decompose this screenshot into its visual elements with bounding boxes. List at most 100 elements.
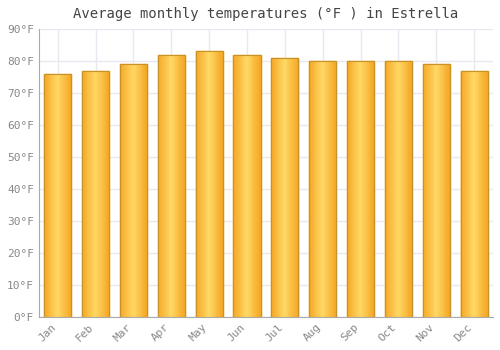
Bar	[166, 55, 167, 317]
Bar	[385, 61, 386, 317]
Bar	[292, 58, 293, 317]
Bar	[214, 51, 216, 317]
Bar	[82, 71, 83, 317]
Bar	[220, 51, 221, 317]
Bar	[402, 61, 403, 317]
Bar	[44, 74, 72, 317]
Bar	[393, 61, 394, 317]
Bar	[258, 55, 259, 317]
Bar	[175, 55, 176, 317]
Bar	[442, 64, 444, 317]
Bar	[60, 74, 62, 317]
Bar	[434, 64, 436, 317]
Bar	[322, 61, 324, 317]
Bar	[160, 55, 162, 317]
Bar	[357, 61, 358, 317]
Bar	[388, 61, 390, 317]
Bar	[256, 55, 257, 317]
Bar	[182, 55, 183, 317]
Bar	[314, 61, 316, 317]
Bar	[127, 64, 128, 317]
Bar	[199, 51, 200, 317]
Bar	[213, 51, 214, 317]
Bar	[465, 71, 466, 317]
Bar	[398, 61, 400, 317]
Bar	[404, 61, 405, 317]
Bar	[249, 55, 250, 317]
Bar	[184, 55, 185, 317]
Bar	[347, 61, 348, 317]
Bar	[430, 64, 431, 317]
Bar	[366, 61, 367, 317]
Bar	[126, 64, 127, 317]
Bar	[204, 51, 206, 317]
Bar	[140, 64, 141, 317]
Bar	[411, 61, 412, 317]
Bar	[137, 64, 138, 317]
Bar	[390, 61, 391, 317]
Bar	[68, 74, 70, 317]
Bar	[464, 71, 465, 317]
Bar	[385, 61, 412, 317]
Bar	[219, 51, 220, 317]
Bar	[410, 61, 411, 317]
Bar	[92, 71, 93, 317]
Bar	[103, 71, 104, 317]
Bar	[424, 64, 426, 317]
Bar	[474, 71, 475, 317]
Bar	[174, 55, 175, 317]
Bar	[138, 64, 139, 317]
Bar	[209, 51, 210, 317]
Bar	[254, 55, 255, 317]
Bar	[386, 61, 388, 317]
Bar	[50, 74, 51, 317]
Bar	[475, 71, 476, 317]
Bar	[221, 51, 222, 317]
Bar	[257, 55, 258, 317]
Bar	[164, 55, 165, 317]
Bar	[278, 58, 280, 317]
Bar	[293, 58, 294, 317]
Bar	[58, 74, 59, 317]
Bar	[428, 64, 429, 317]
Bar	[385, 61, 412, 317]
Bar	[285, 58, 286, 317]
Bar	[405, 61, 406, 317]
Bar	[52, 74, 53, 317]
Bar	[356, 61, 357, 317]
Bar	[142, 64, 144, 317]
Bar	[364, 61, 365, 317]
Bar	[168, 55, 170, 317]
Bar	[391, 61, 392, 317]
Bar	[96, 71, 98, 317]
Bar	[473, 71, 474, 317]
Bar	[165, 55, 166, 317]
Bar	[202, 51, 203, 317]
Bar	[392, 61, 393, 317]
Bar	[236, 55, 237, 317]
Bar	[367, 61, 368, 317]
Bar	[295, 58, 296, 317]
Bar	[273, 58, 274, 317]
Bar	[44, 74, 45, 317]
Bar	[234, 55, 235, 317]
Bar	[460, 71, 488, 317]
Bar	[163, 55, 164, 317]
Bar	[429, 64, 430, 317]
Bar	[212, 51, 213, 317]
Bar	[64, 74, 65, 317]
Bar	[283, 58, 284, 317]
Bar	[370, 61, 372, 317]
Bar	[106, 71, 108, 317]
Bar	[395, 61, 396, 317]
Bar	[310, 61, 311, 317]
Bar	[99, 71, 100, 317]
Bar	[291, 58, 292, 317]
Bar	[347, 61, 374, 317]
Bar	[122, 64, 124, 317]
Bar	[158, 55, 160, 317]
Bar	[349, 61, 350, 317]
Bar	[321, 61, 322, 317]
Bar	[101, 71, 102, 317]
Bar	[332, 61, 334, 317]
